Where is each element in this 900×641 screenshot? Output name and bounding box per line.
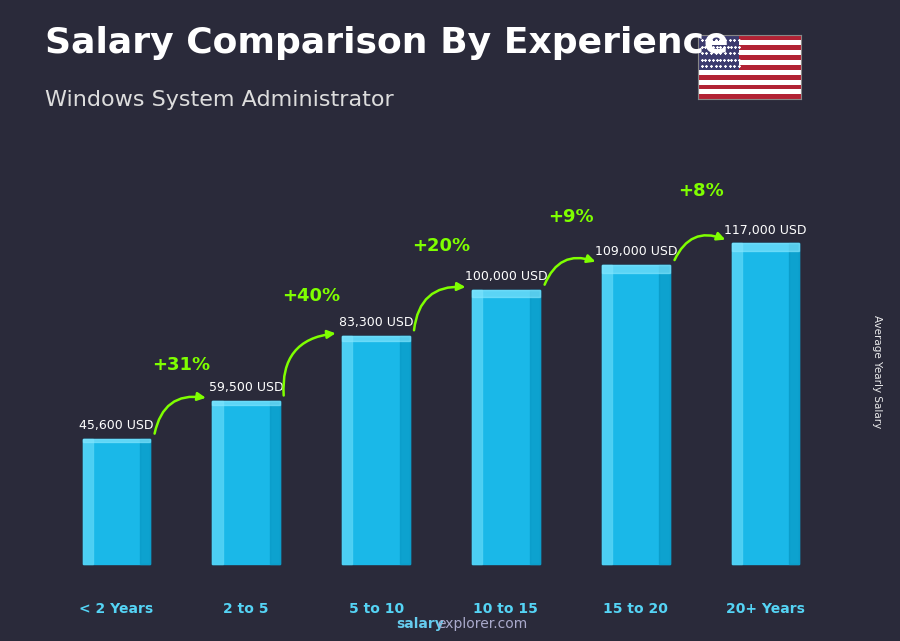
Bar (660, 265, 670, 564)
Text: 10 to 15: 10 to 15 (473, 603, 538, 617)
Text: 5 to 10: 5 to 10 (348, 603, 403, 617)
Bar (342, 336, 410, 564)
Text: 15 to 20: 15 to 20 (603, 603, 668, 617)
Bar (83, 439, 93, 564)
Bar (529, 290, 540, 564)
Text: salary: salary (396, 617, 444, 631)
Text: Average Yearly Salary: Average Yearly Salary (872, 315, 883, 428)
Bar (400, 336, 410, 564)
Text: 100,000 USD: 100,000 USD (464, 270, 547, 283)
Bar (270, 401, 280, 564)
Text: 117,000 USD: 117,000 USD (724, 224, 806, 237)
Text: Salary Comparison By Experience: Salary Comparison By Experience (45, 26, 728, 60)
Text: 83,300 USD: 83,300 USD (338, 316, 413, 329)
Bar (732, 244, 799, 564)
Text: +31%: +31% (152, 356, 211, 374)
Bar (698, 90, 801, 94)
Text: +8%: +8% (678, 182, 724, 201)
Bar (789, 244, 799, 564)
Text: +20%: +20% (412, 237, 470, 255)
Text: 59,500 USD: 59,500 USD (209, 381, 284, 394)
Text: explorer.com: explorer.com (437, 617, 527, 631)
Text: < 2 Years: < 2 Years (79, 603, 154, 617)
Bar (140, 439, 150, 564)
Bar (698, 60, 801, 65)
Bar (732, 244, 799, 251)
Bar (212, 401, 222, 564)
Bar (472, 290, 540, 297)
Bar (342, 336, 410, 342)
Bar (698, 45, 801, 50)
Bar (732, 244, 742, 564)
Bar (602, 265, 612, 564)
Bar (698, 75, 801, 79)
Bar (698, 50, 801, 55)
Bar (602, 265, 670, 564)
Bar (698, 79, 801, 85)
Bar (698, 85, 801, 90)
Bar (83, 439, 150, 442)
Text: 45,600 USD: 45,600 USD (79, 419, 154, 432)
Bar (698, 35, 739, 70)
Bar (698, 55, 801, 60)
Bar (698, 65, 801, 70)
Bar (472, 290, 540, 564)
Bar (472, 290, 482, 564)
Bar (698, 70, 801, 75)
Bar (698, 35, 801, 40)
Text: 109,000 USD: 109,000 USD (595, 246, 677, 258)
Bar (212, 401, 280, 405)
Text: Windows System Administrator: Windows System Administrator (45, 90, 394, 110)
Bar (83, 439, 150, 564)
Bar (602, 265, 670, 273)
Text: +9%: +9% (548, 208, 594, 226)
Text: 2 to 5: 2 to 5 (223, 603, 269, 617)
Text: 20+ Years: 20+ Years (726, 603, 805, 617)
Bar (698, 94, 801, 99)
Text: +40%: +40% (282, 287, 340, 305)
Bar (698, 40, 801, 45)
Bar (212, 401, 280, 564)
Bar (342, 336, 353, 564)
